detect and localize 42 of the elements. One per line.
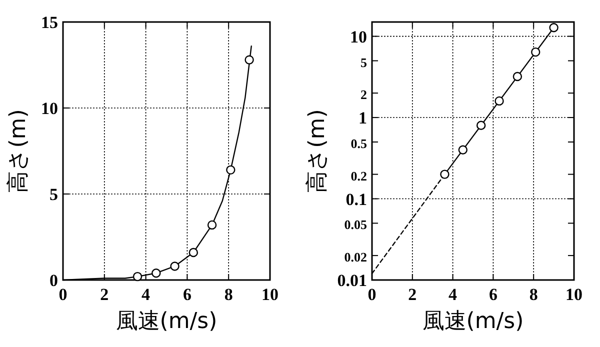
y-tick-label: 0.02 — [344, 250, 367, 265]
point — [152, 268, 161, 278]
y-tick-label: 0.05 — [344, 217, 368, 232]
x-tick-label: 4 — [448, 285, 458, 304]
x-tick-label: 8 — [529, 285, 538, 304]
x-tick-label: 6 — [182, 285, 192, 304]
x-axis-title: 風速(m/s) — [422, 309, 524, 334]
x-tick-label: 10 — [566, 285, 582, 304]
y-axis-title: 高さ(m) — [6, 109, 31, 193]
point — [494, 96, 504, 106]
y-tick-label: 0 — [50, 271, 58, 290]
y-tick-label: 2 — [360, 87, 367, 102]
y-tick-label: 10 — [350, 27, 367, 46]
point — [440, 170, 450, 179]
point — [512, 72, 522, 82]
point — [458, 145, 468, 154]
point — [476, 120, 486, 130]
point — [531, 47, 540, 57]
x-tick-label: 2 — [408, 285, 417, 304]
y-tick-label: 10 — [41, 99, 58, 118]
point — [207, 220, 217, 230]
x-tick-label: 10 — [262, 285, 278, 304]
point — [170, 262, 180, 271]
point — [188, 248, 198, 258]
y-tick-label: 0.5 — [350, 136, 368, 151]
point — [549, 22, 558, 32]
y-tick-label: 0.1 — [346, 190, 367, 209]
y-tick-label: 0.2 — [350, 168, 367, 184]
y-tick-label: 5 — [360, 54, 368, 70]
x-axis-title: 風速(m/s) — [116, 309, 218, 334]
point — [132, 272, 142, 282]
x-tick-label: 4 — [142, 285, 151, 304]
point — [226, 165, 236, 175]
y-tick-label: 5 — [50, 185, 58, 204]
y-axis-title: 高さ(m) — [305, 109, 330, 193]
y-tick-label: 0.01 — [337, 271, 367, 290]
y-tick-label: 1 — [358, 108, 367, 128]
y-tick-label: 15 — [41, 13, 58, 32]
x-tick-label: 6 — [488, 285, 498, 304]
point — [244, 55, 254, 64]
x-tick-label: 2 — [100, 285, 109, 304]
x-tick-label: 8 — [224, 285, 233, 304]
